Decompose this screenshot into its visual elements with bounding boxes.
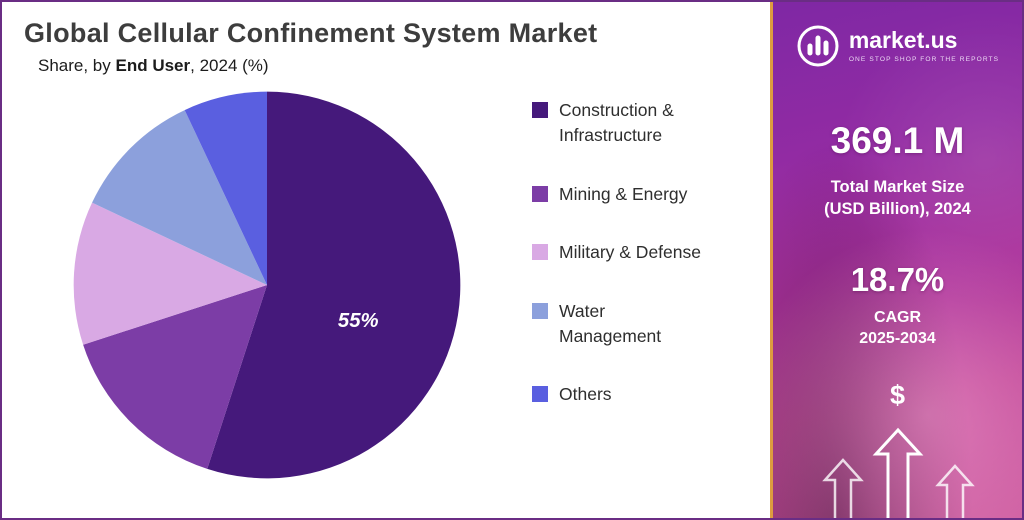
legend-swatch [532, 386, 548, 403]
cagr-label: CAGR 2025-2034 [859, 308, 936, 348]
dollar-icon: $ [889, 379, 906, 410]
pie-chart: 55% [73, 91, 461, 479]
brand-text-block: market.us ONE STOP SHOP FOR THE REPORTS [848, 27, 1000, 64]
subtitle-prefix: Share, by [38, 56, 116, 75]
pie-slice [73, 202, 267, 345]
brand-sidebar: market.us ONE STOP SHOP FOR THE REPORTS … [770, 2, 1022, 518]
legend-label: Mining & Energy [559, 183, 688, 204]
marketus-logo-icon [797, 25, 839, 67]
pie-slice [83, 285, 267, 469]
legend-label: Others [559, 384, 612, 405]
pie-slice [92, 110, 267, 285]
pie-slice [184, 91, 267, 286]
subtitle-bold: End User [115, 56, 191, 75]
subtitle-suffix: , 2024 (%) [190, 56, 269, 75]
pie-slice-value-label: 55% [338, 310, 379, 332]
chart-row: 55% Construction & Infrastructure Mining … [24, 82, 770, 493]
pie-chart-wrap: 55% [64, 82, 470, 493]
pie-slice [207, 91, 461, 479]
chart-legend: Construction & Infrastructure Mining & En… [532, 98, 732, 408]
cagr-value: 18.7% [850, 260, 945, 298]
market-size-value: 369.1 M [830, 120, 965, 161]
page-title: Global Cellular Confinement System Marke… [24, 18, 598, 48]
legend-item: Military & Defense [532, 240, 732, 265]
brand-name: market.us [848, 27, 958, 53]
growth-arrows-icon [821, 427, 975, 518]
legend-label: Military & Defense [559, 242, 701, 263]
brand-tagline: ONE STOP SHOP FOR THE REPORTS [848, 56, 1000, 63]
brand-logo: market.us ONE STOP SHOP FOR THE REPORTS [796, 24, 999, 68]
chart-subtitle: Share, by End User, 2024 (%) [38, 56, 770, 76]
legend-item: Water Management [532, 299, 732, 350]
cagr-stat: 18.7% CAGR 2025-2034 [851, 221, 945, 350]
legend-swatch [532, 102, 548, 118]
legend-swatch [532, 185, 548, 202]
legend-item: Construction & Infrastructure [532, 98, 732, 149]
market-size-label: Total Market Size (USD Billion), 2024 [824, 178, 971, 219]
legend-label: Construction & Infrastructure [559, 100, 674, 146]
legend-label: Water Management [559, 300, 662, 346]
legend-swatch [532, 244, 548, 261]
market-size-stat: 369.1 M Total Market Size (USD Billion),… [824, 68, 971, 221]
legend-swatch [532, 302, 548, 319]
legend-item: Mining & Energy [532, 182, 732, 207]
chart-panel: Global Cellular Confinement System Marke… [2, 2, 770, 518]
legend-item: Others [532, 382, 732, 407]
